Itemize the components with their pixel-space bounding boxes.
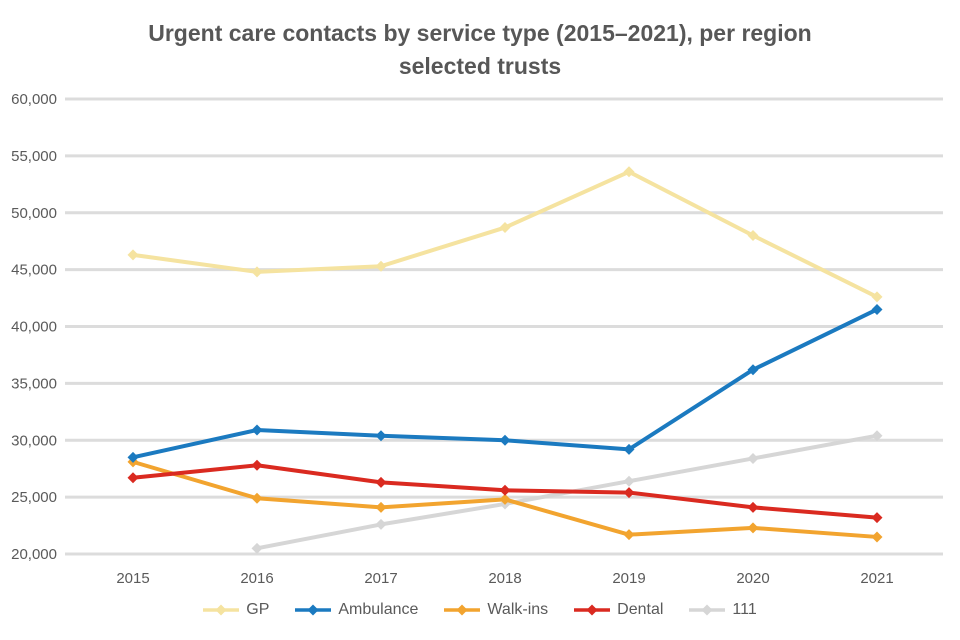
data-point-marker-gp	[747, 230, 759, 241]
x-axis-label: 2017	[364, 570, 397, 587]
y-axis-label: 50,000	[11, 205, 57, 222]
data-point-marker-gp	[251, 266, 263, 278]
legend-diamond	[456, 604, 468, 616]
data-point-marker-ambulance	[127, 451, 139, 463]
y-axis-label: 40,000	[11, 319, 57, 336]
data-point-marker-gp	[127, 249, 139, 261]
chart-title-line2: selected trusts	[398, 53, 562, 79]
y-axis-label: 35,000	[11, 375, 57, 392]
legend-label: 111	[732, 601, 757, 618]
y-axis-label: 20,000	[11, 546, 57, 563]
data-point-marker-ambulance	[871, 303, 883, 315]
data-point-marker-111	[871, 430, 883, 442]
legend-item-dental: Dental	[574, 601, 663, 619]
data-point-marker-dental	[623, 487, 635, 499]
data-point-marker-ambulance	[251, 424, 263, 436]
legend-marker-icon	[295, 604, 332, 616]
data-point-marker-walk-ins	[375, 501, 387, 513]
data-point-marker-walk-ins	[251, 492, 263, 504]
data-point-marker-dental	[499, 484, 511, 496]
x-axis-label: 2015	[116, 570, 149, 587]
x-axis-label: 2016	[240, 570, 273, 587]
legend-label: Ambulance	[338, 601, 419, 618]
y-axis-label: 60,000	[11, 91, 57, 108]
x-axis-label: 2019	[612, 570, 645, 587]
y-axis-label: 45,000	[11, 262, 57, 279]
legend-item-ambulance: Ambulance	[295, 601, 418, 619]
data-point-marker-gp	[623, 166, 635, 178]
data-point-marker-walk-ins	[623, 529, 635, 541]
data-point-marker-111	[251, 542, 263, 554]
data-point-marker-walk-ins	[499, 493, 511, 505]
y-axis-label: 55,000	[11, 148, 57, 165]
chart-title: Urgent care contacts by service type (20…	[0, 17, 960, 83]
data-point-marker-walk-ins	[747, 522, 759, 534]
y-axis-label: 25,000	[11, 489, 57, 506]
legend-diamond	[586, 604, 598, 616]
data-point-marker-ambulance	[375, 430, 387, 442]
legend-item-walk-ins: Walk-ins	[444, 601, 548, 619]
data-point-marker-dental	[251, 459, 263, 471]
data-point-marker-dental	[375, 476, 387, 488]
x-axis-label: 2018	[488, 570, 521, 587]
legend-marker-icon	[689, 604, 726, 616]
series-line-gp	[132, 169, 878, 299]
data-point-marker-ambulance	[747, 364, 759, 376]
legend-label: Walk-ins	[487, 601, 549, 618]
legend-item-gp: GP	[203, 601, 269, 619]
legend-marker-icon	[444, 604, 481, 616]
data-point-marker-gp	[499, 222, 511, 234]
data-point-marker-111	[375, 518, 387, 530]
legend-item-111: 111	[689, 601, 757, 619]
legend-label: Dental	[617, 601, 664, 618]
data-point-marker-ambulance	[623, 443, 635, 455]
chart-title-line1: Urgent care contacts by service type (20…	[148, 20, 812, 46]
x-axis-label: 2020	[736, 570, 769, 587]
data-point-marker-gp	[871, 291, 883, 303]
data-point-marker-gp	[375, 260, 387, 272]
chart-legend: GP Ambulance Walk-ins Dental 111	[0, 601, 960, 619]
legend-marker-icon	[203, 604, 240, 616]
data-point-marker-111	[623, 475, 635, 487]
data-point-marker-dental	[127, 472, 139, 484]
data-point-marker-ambulance	[499, 434, 511, 446]
data-point-marker-dental	[871, 512, 883, 524]
legend-diamond	[701, 604, 713, 616]
legend-diamond	[215, 604, 227, 616]
legend-marker-icon	[574, 604, 611, 616]
line-chart: 60,000 55,000 50,000 45,000 40,000 35,000 30,0…	[11, 91, 943, 587]
legend-label: GP	[246, 601, 270, 618]
data-point-marker-walk-ins	[871, 531, 883, 543]
data-point-marker-111	[747, 452, 759, 464]
data-point-marker-dental	[747, 501, 759, 513]
legend-diamond	[307, 604, 319, 616]
x-axis-label: 2021	[860, 570, 893, 587]
y-axis-label: 30,000	[11, 432, 57, 449]
